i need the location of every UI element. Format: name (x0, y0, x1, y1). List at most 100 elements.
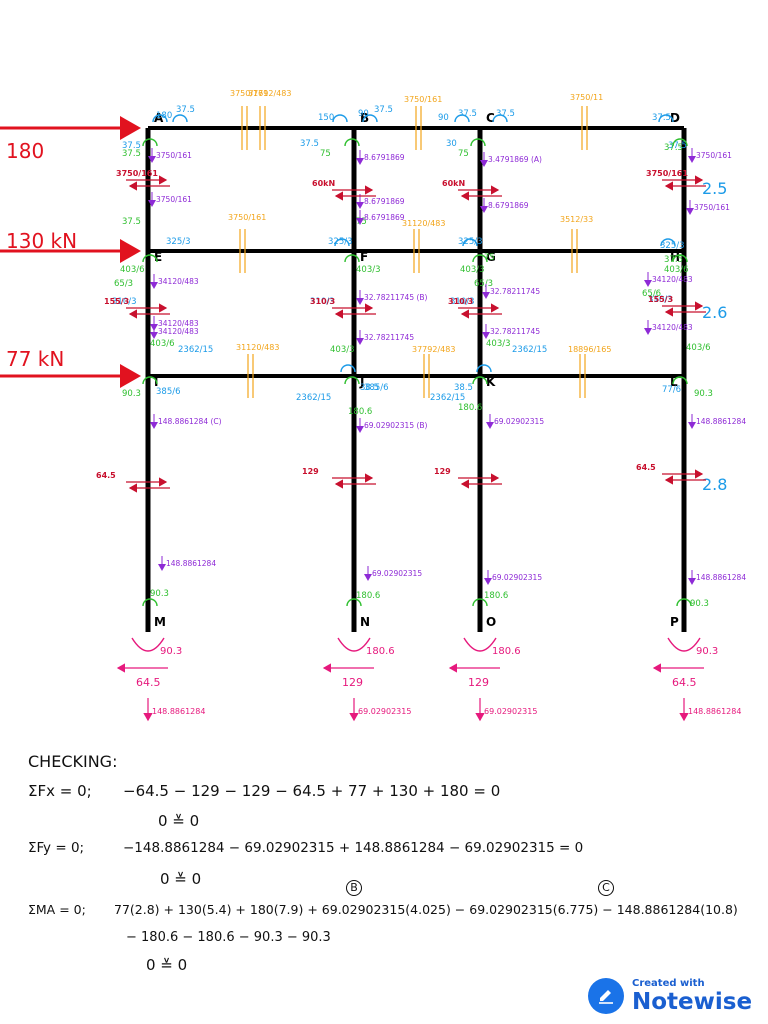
green-arc-9 (142, 376, 158, 385)
green-moment-18: 403/3 (486, 339, 511, 349)
axial-force-6: 3.4791869 (A) (488, 155, 542, 164)
pencil-icon (588, 978, 624, 1014)
green-moment-17: 403/3 (330, 345, 355, 355)
green-moment-27: 90.3 (690, 599, 709, 609)
green-arc-13 (142, 598, 158, 607)
blue-moment-30: 38.5 (454, 383, 473, 393)
reaction-axial-1: 148.8861284 (152, 707, 205, 716)
beam-shear-5: 31120/483 (402, 219, 445, 228)
blue-moment-9: 37.5 (458, 109, 477, 119)
axial-force-26: 148.8861284 (696, 573, 746, 582)
green-moment-13: 65/3 (114, 279, 133, 289)
beam-shear-6: 3512/33 (560, 215, 593, 224)
beam-shear-10: 37792/483 (248, 89, 291, 98)
notewise-badge: Created with Notewise (588, 978, 752, 1014)
blue-moment-17: 325/3 (660, 241, 685, 251)
green-arc-3 (470, 138, 486, 147)
blue-arc-3 (332, 114, 348, 123)
axial-force-16: 34120/483 (158, 327, 199, 336)
axial-force-10: 34120/483 (158, 277, 199, 286)
blue-moment-15: 325/3 (328, 237, 353, 247)
reaction-moment-2: 180.6 (366, 646, 395, 657)
green-arc-8 (672, 254, 688, 263)
green-moment-20: 90.3 (122, 389, 141, 399)
reaction-axial-2: 69.02902315 (358, 707, 411, 716)
check-fy-result: 0 ≚ 0 (160, 870, 202, 888)
beam-shear-9: 18896/165 (568, 345, 611, 354)
blue-arc-12 (476, 364, 492, 373)
blue-arc-1 (152, 114, 168, 123)
check-ma-equation: 77(2.8) + 130(5.4) + 180(7.9) + 69.02902… (114, 902, 738, 917)
axial-force-17: 32.78211745 (364, 333, 414, 342)
green-moment-4: 37.5 (664, 143, 683, 153)
blue-moment-13: 37.5 (668, 141, 687, 151)
blue-moment-26: 2362/15 (512, 345, 547, 355)
green-moment-25: 180.6 (356, 591, 380, 601)
axial-force-14: 34120/483 (652, 275, 693, 284)
blue-moment-3: 37.5 (122, 141, 141, 151)
reaction-shear-2: 129 (342, 676, 363, 689)
green-moment-11: 403/3 (460, 265, 485, 275)
blue-arc-11 (340, 364, 356, 373)
axial-force-2: 3750/161 (156, 195, 192, 204)
load-130-label: 130 kN (6, 229, 77, 253)
beam-shear-7: 31120/483 (236, 343, 279, 352)
green-moment-3: 75 (458, 149, 469, 159)
check-ma-mark-c: C (598, 880, 614, 896)
check-fx-result: 0 ≚ 0 (158, 812, 200, 830)
green-moment-22: 180.6 (458, 403, 482, 413)
storey-height-3: 2.8 (702, 475, 727, 494)
blue-moment-29: 38.5 (360, 383, 379, 393)
axial-force-22: 148.8861284 (696, 417, 746, 426)
green-moment-1: 37.5 (122, 149, 141, 159)
axial-force-21: 69.02902315 (494, 417, 544, 426)
blue-moment-23: 385/6 (364, 383, 389, 393)
check-fx: ΣFx = 0; −64.5 − 129 − 129 − 64.5 + 77 + … (28, 782, 500, 800)
check-fy-label: ΣFy = 0; (28, 840, 85, 856)
blue-moment-22: 385/6 (156, 387, 181, 397)
green-moment-12: 403/6 (664, 265, 689, 275)
green-moment-2: 75 (320, 149, 331, 159)
green-moment-23: 90.3 (694, 389, 713, 399)
check-fy: ΣFy = 0; −148.8861284 − 69.02902315 + 148… (28, 840, 583, 856)
green-arc-15 (472, 598, 488, 607)
green-moment-26: 180.6 (484, 591, 508, 601)
axial-force-25: 69.02902315 (492, 573, 542, 582)
node-label-d: D (670, 111, 680, 125)
green-moment-7: 75 (484, 253, 495, 263)
green-moment-14: 65/3 (474, 279, 493, 289)
blue-moment-19: 310/3 (310, 297, 335, 307)
reaction-moment-3: 180.6 (492, 646, 521, 657)
blue-moment-2: 37.5 (176, 105, 195, 115)
column-shear-3: 60kN (442, 179, 465, 188)
axial-force-23: 148.8861284 (166, 559, 216, 568)
load-77-label: 77 kN (6, 347, 64, 371)
green-arc-10 (344, 376, 360, 385)
check-fy-equation: −148.8861284 − 69.02902315 + 148.8861284… (123, 840, 584, 856)
blue-arc-5 (454, 114, 470, 123)
load-180-label: 180 (6, 139, 44, 163)
green-moment-15: 65/6 (642, 289, 661, 299)
green-moment-24: 90.3 (150, 589, 169, 599)
column-shear-7: 310/3 (448, 297, 473, 306)
blue-moment-21: 310/3 (648, 295, 673, 305)
axial-force-15: 34120/483 (652, 323, 693, 332)
reaction-moment-arc-4 (667, 637, 701, 652)
green-arc-11 (472, 376, 488, 385)
column-shear-2: 60kN (312, 179, 335, 188)
axial-force-5: 8.6791869 (488, 201, 529, 210)
node-label-m: M (154, 615, 166, 629)
green-arc-12 (672, 376, 688, 385)
blue-moment-5: 90 (358, 109, 369, 119)
node-label-e: E (154, 250, 162, 264)
node-label-g: G (486, 250, 496, 264)
axial-force-12: 32.78211745 (B) (364, 293, 428, 302)
blue-arc-8 (334, 238, 350, 247)
green-moment-21: 180.6 (348, 407, 372, 417)
column-shear-10: 129 (302, 467, 319, 476)
storey-height-2: 2.6 (702, 303, 727, 322)
blue-moment-7: 37.5 (300, 139, 319, 149)
green-moment-10: 403/3 (356, 265, 381, 275)
check-ma-equation-2: − 180.6 − 180.6 − 90.3 − 90.3 (126, 930, 331, 945)
